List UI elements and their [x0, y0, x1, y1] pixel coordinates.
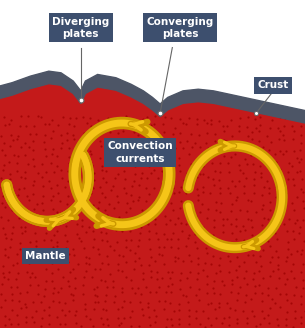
Text: Crust: Crust — [257, 80, 289, 90]
Text: Converging
plates: Converging plates — [146, 17, 214, 39]
Text: Convection
currents: Convection currents — [107, 141, 173, 164]
Polygon shape — [0, 84, 305, 328]
Polygon shape — [0, 71, 305, 123]
Text: Diverging
plates: Diverging plates — [52, 17, 109, 39]
Text: Mantle: Mantle — [25, 251, 66, 261]
